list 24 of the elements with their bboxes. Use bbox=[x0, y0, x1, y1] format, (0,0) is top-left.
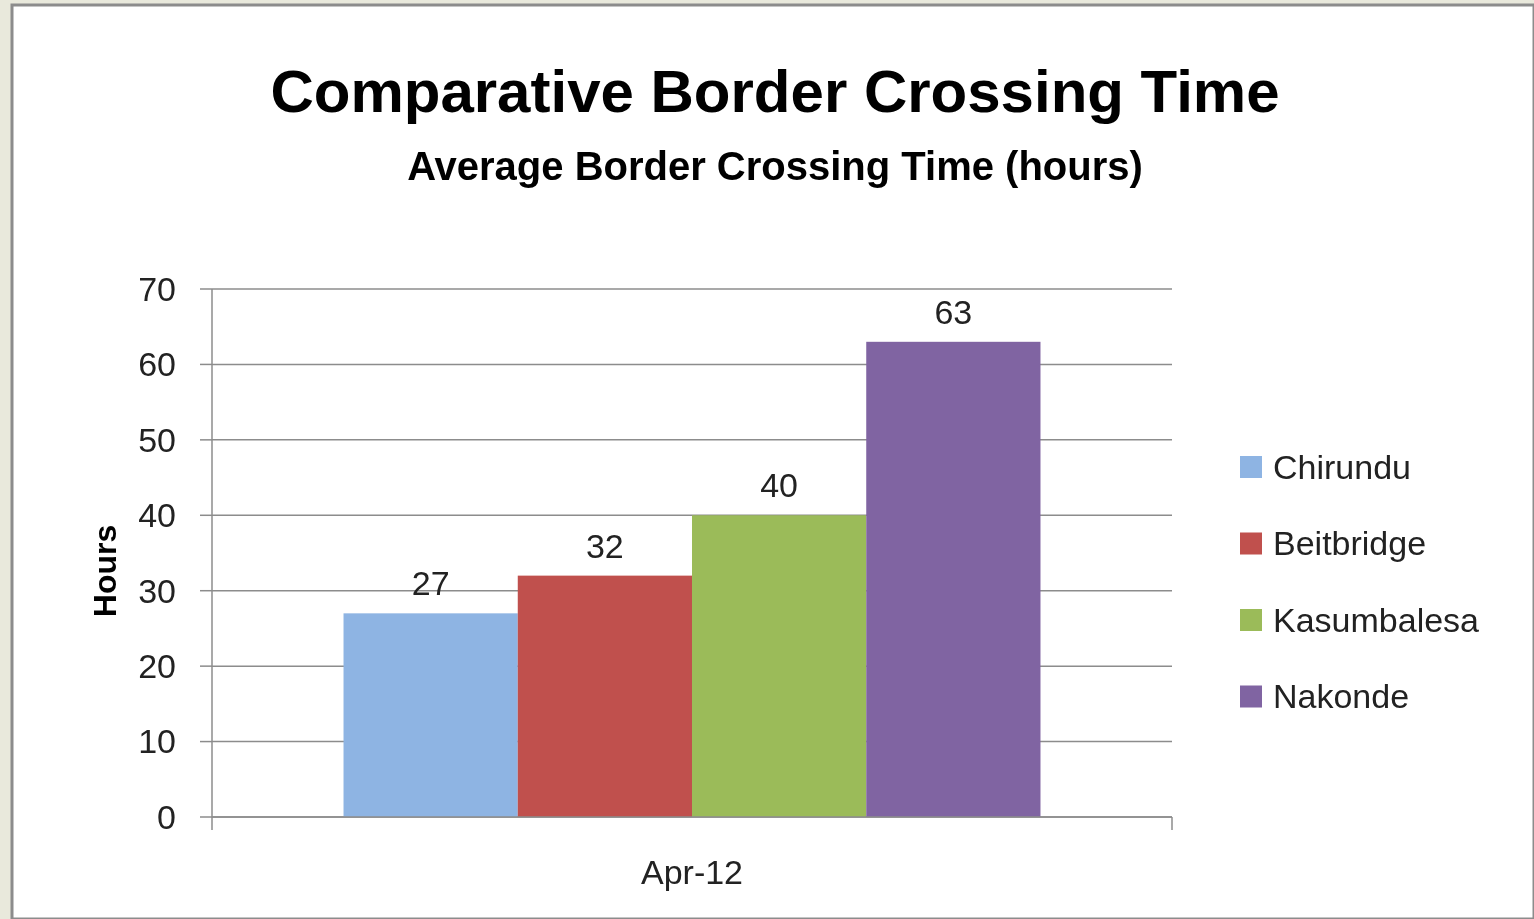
chart-title: Comparative Border Crossing Time bbox=[270, 58, 1280, 125]
x-tick-label: Apr-12 bbox=[640, 852, 744, 891]
bar bbox=[343, 613, 518, 817]
data-label: 40 bbox=[760, 466, 799, 505]
legend-label: Kasumbalesa bbox=[1273, 600, 1480, 639]
legend-label: Chirundu bbox=[1273, 447, 1411, 486]
data-label: 27 bbox=[411, 564, 450, 603]
data-label: 63 bbox=[934, 292, 973, 331]
y-tick-label: 50 bbox=[138, 420, 176, 459]
y-tick-label: 0 bbox=[157, 797, 176, 836]
bar bbox=[692, 515, 867, 817]
legend-label: Nakonde bbox=[1273, 677, 1410, 716]
y-axis-title: Hours bbox=[87, 524, 124, 618]
y-tick-label: 40 bbox=[138, 496, 176, 535]
y-tick-label: 60 bbox=[138, 345, 176, 384]
data-label: 32 bbox=[585, 526, 624, 565]
legend-label: Beitbridge bbox=[1273, 524, 1427, 563]
y-tick-label: 10 bbox=[138, 722, 176, 761]
bar bbox=[866, 341, 1041, 817]
bar bbox=[517, 575, 692, 817]
y-tick-label: 70 bbox=[138, 269, 176, 308]
chart-subtitle: Average Border Crossing Time (hours) bbox=[407, 144, 1143, 188]
y-tick-label: 30 bbox=[138, 571, 176, 610]
y-tick-label: 20 bbox=[138, 647, 176, 686]
